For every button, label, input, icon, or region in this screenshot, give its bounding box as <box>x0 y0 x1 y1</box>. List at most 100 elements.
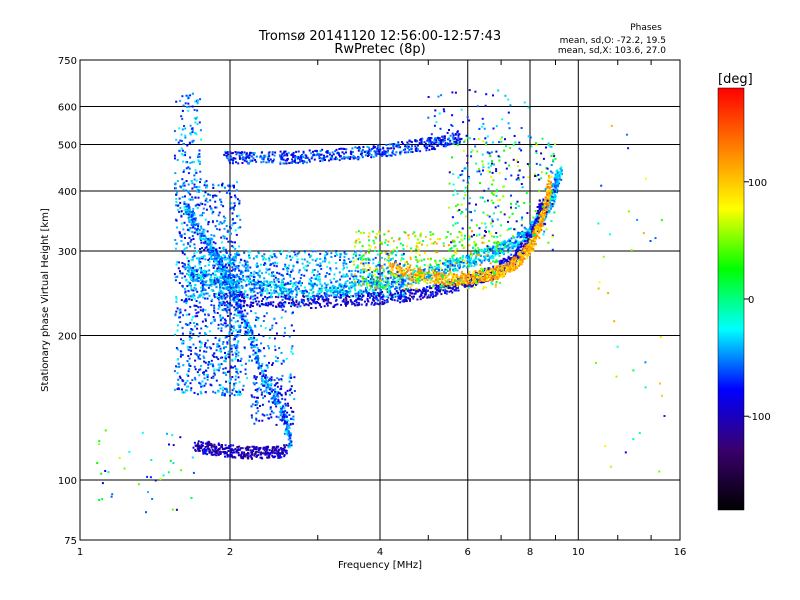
data-point <box>254 297 257 300</box>
data-point <box>276 452 279 455</box>
data-point <box>408 289 411 292</box>
data-point <box>264 452 267 455</box>
data-point <box>392 144 395 147</box>
data-point <box>345 301 348 304</box>
data-point <box>494 277 497 280</box>
data-point <box>440 281 443 284</box>
data-point <box>500 268 503 271</box>
data-point <box>265 302 268 305</box>
data-point <box>355 299 357 302</box>
data-point <box>193 441 196 444</box>
data-point <box>266 385 269 388</box>
data-point <box>486 280 489 283</box>
data-point <box>346 157 349 160</box>
data-point <box>549 182 552 185</box>
data-point <box>176 324 179 327</box>
stats-x-line: mean, sd,X: 103.6, 27.0 <box>558 46 666 56</box>
data-point <box>442 136 444 139</box>
data-point <box>249 449 252 452</box>
data-point <box>195 228 198 231</box>
data-point <box>478 269 481 272</box>
data-point <box>253 152 256 155</box>
data-point <box>384 284 387 286</box>
data-point <box>402 277 405 280</box>
data-point <box>555 184 558 187</box>
data-point <box>225 451 228 454</box>
data-point <box>516 236 519 239</box>
data-point <box>454 284 457 287</box>
data-point <box>275 445 278 448</box>
data-point <box>447 278 449 281</box>
data-point <box>529 228 532 231</box>
data-point <box>539 204 541 207</box>
data-point <box>227 350 230 353</box>
data-point <box>271 153 274 156</box>
data-point <box>190 215 193 218</box>
data-point <box>246 456 249 459</box>
data-point <box>293 282 296 285</box>
data-point <box>223 448 226 450</box>
data-point <box>291 158 294 161</box>
data-point <box>222 281 225 284</box>
data-point <box>459 282 462 285</box>
data-point <box>283 417 286 420</box>
data-point <box>273 154 276 157</box>
data-point <box>450 290 453 292</box>
data-point <box>261 151 263 154</box>
data-point <box>204 325 207 327</box>
data-point <box>271 450 274 453</box>
data-point <box>526 257 529 260</box>
data-point <box>198 229 201 232</box>
data-point <box>216 267 219 270</box>
data-point <box>367 295 369 297</box>
data-point <box>316 301 318 303</box>
data-point <box>204 382 207 385</box>
data-point <box>382 295 385 298</box>
data-point <box>247 326 250 328</box>
data-point <box>359 295 361 297</box>
data-point <box>262 374 265 377</box>
data-point <box>273 399 276 402</box>
data-point <box>232 283 234 286</box>
data-point <box>223 219 226 222</box>
data-point <box>174 247 177 250</box>
data-point <box>209 241 212 244</box>
data-point <box>264 155 267 157</box>
data-point <box>211 250 214 253</box>
data-point <box>392 152 395 155</box>
data-point <box>221 182 224 185</box>
data-point <box>500 275 503 277</box>
data-point <box>383 301 386 304</box>
data-point <box>271 160 274 163</box>
data-point <box>407 151 410 154</box>
data-point <box>440 275 443 278</box>
data-point <box>252 157 255 160</box>
data-point <box>249 304 252 307</box>
data-point <box>496 272 499 275</box>
data-point <box>440 143 443 146</box>
data-point <box>233 186 235 189</box>
data-point <box>508 257 511 260</box>
data-point <box>268 449 271 452</box>
data-point <box>283 301 286 304</box>
data-point <box>397 283 400 286</box>
data-point <box>509 249 512 252</box>
data-point <box>237 226 240 229</box>
data-point <box>211 279 214 282</box>
data-point <box>248 288 251 291</box>
data-point <box>299 290 302 293</box>
data-point <box>462 261 465 264</box>
data-point <box>449 262 452 265</box>
data-point <box>493 248 496 251</box>
data-point <box>240 307 243 310</box>
data-point <box>240 280 243 283</box>
data-point <box>533 226 536 229</box>
data-point <box>359 297 362 300</box>
data-point <box>232 246 235 249</box>
data-point <box>262 156 265 159</box>
data-point <box>463 265 466 267</box>
data-point <box>491 257 494 259</box>
data-point <box>552 196 555 199</box>
data-point <box>378 280 381 283</box>
data-point <box>231 212 234 215</box>
